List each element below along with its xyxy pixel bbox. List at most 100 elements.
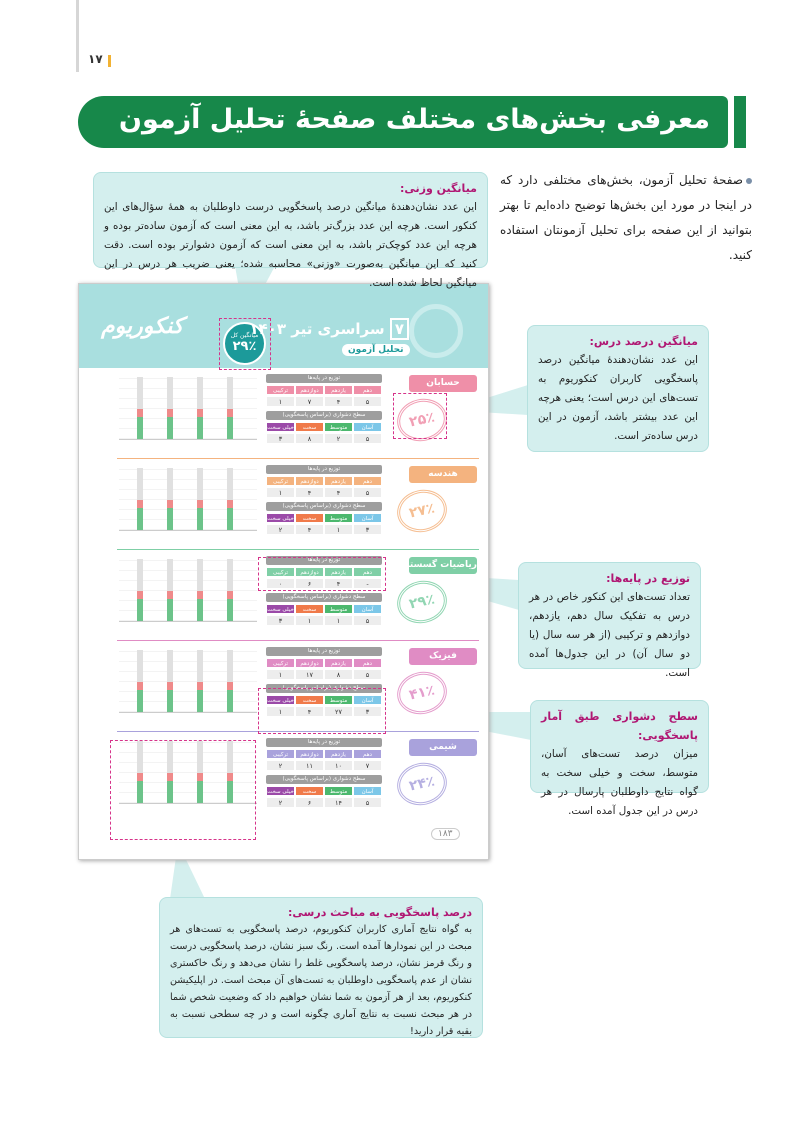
table-header-cell: دهم <box>353 476 382 486</box>
table-values: ۵۴۴۱ <box>266 487 382 498</box>
highlight <box>393 393 447 439</box>
margin-line <box>76 0 79 72</box>
table-header-cell: سخت <box>295 513 324 523</box>
highlight: میانگین کل ۲۹٪ <box>219 318 271 370</box>
table-header-cell: یازدهم <box>324 385 353 395</box>
table-header-cell: دهم <box>353 567 382 577</box>
table-values: ۵۸۱۷۱ <box>266 669 382 680</box>
table-header-cell: دهم <box>353 385 382 395</box>
table-header-cell: یازدهم <box>324 658 353 668</box>
table-header: دهمیازدهمدوازدهمترکیبی <box>266 385 382 395</box>
topic-chart-wrong <box>119 591 257 599</box>
overall-value: ۲۹٪ <box>232 339 257 354</box>
table-title: توزیع در پایه‌ها <box>266 556 382 565</box>
subject-name: حسابان <box>409 375 477 392</box>
callout: میانگین درصد درس: این عدد نشان‌دهندهٔ میا… <box>527 325 709 452</box>
table-header: آسانمتوسطسختخیلی سخت <box>266 513 382 523</box>
page-number-bar <box>108 55 111 67</box>
table-header-cell: خیلی سخت <box>266 604 295 614</box>
callout-title: درصد پاسخگویی به مباحث درسی: <box>288 906 472 919</box>
header-title: معرفی بخش‌های مختلف صفحهٔ تحلیل آزمون <box>118 104 710 135</box>
topic-chart-correct <box>119 599 257 621</box>
subject-name: ریاضیات گسسته <box>404 557 477 574</box>
table-value: ۵ <box>353 396 382 407</box>
callout: سطح دشواری طبق آمار پاسخگویی: میزان درصد … <box>530 700 709 817</box>
magnifier <box>409 304 463 358</box>
table-value: ۳ <box>266 433 295 444</box>
table-values: ۵۴۷۱ <box>266 396 382 407</box>
exam-subtitle: تحلیل آزمون <box>342 344 410 356</box>
table-header-cell: آسان <box>353 786 382 796</box>
subject-percent: ۲۹٪ <box>393 576 451 628</box>
callout-body: این عدد نشان‌دهندهٔ میانگین درصد پاسخگوی… <box>104 201 477 289</box>
table-value: ۱۴ <box>324 797 353 808</box>
table-value: ۸ <box>295 433 324 444</box>
callout-body: این عدد نشان‌دهندهٔ میانگین درصد پاسخگوی… <box>538 354 698 442</box>
table-values: ۳۲۷۴۱ <box>266 706 382 717</box>
table-header-cell: متوسط <box>324 604 353 614</box>
table-value: ۸ <box>324 669 353 680</box>
page-number: ۱۷ <box>88 52 103 66</box>
table-header-cell: خیلی سخت <box>266 513 295 523</box>
table-title: توزیع در پایه‌ها <box>266 465 382 474</box>
table-value: ۱۰ <box>324 760 353 771</box>
table-header-cell: آسان <box>353 422 382 432</box>
table-value: ۵ <box>353 433 382 444</box>
overall-label: میانگین کل <box>230 332 259 339</box>
table-value: ۷ <box>353 760 382 771</box>
subject-percent: ۲۷٪ <box>393 485 451 537</box>
table-value: ۱ <box>266 706 295 717</box>
row-divider <box>117 640 479 641</box>
callout: میانگین وزنی: این عدد نشان‌دهندهٔ میانگین… <box>93 172 488 289</box>
table-value: ۴ <box>324 396 353 407</box>
table-value: ۰ <box>266 578 295 589</box>
preview-page-number: ۱۸۳ <box>431 828 460 840</box>
table-header-cell: متوسط <box>324 695 353 705</box>
table-value: - <box>353 578 382 589</box>
table-header: آسانمتوسطسختخیلی سخت <box>266 604 382 614</box>
table-header-cell: دوازدهم <box>295 476 324 486</box>
row-divider <box>117 458 479 459</box>
callout: درصد پاسخگویی به مباحث درسی: به گواه نتای… <box>159 897 483 1038</box>
subject-name: شیمی <box>409 739 477 756</box>
highlight <box>258 688 386 734</box>
exam-title: سراسری تیر ۱۴۰۳ <box>249 320 385 338</box>
table-header-cell: دوازدهم <box>295 749 324 759</box>
table-value: ۶ <box>295 578 324 589</box>
table-header: آسانمتوسطسختخیلی سخت <box>266 786 382 796</box>
table-header-cell: متوسط <box>324 513 353 523</box>
table-value: ۱ <box>324 524 353 535</box>
subject-percent: ۴۱٪ <box>393 667 451 719</box>
header-banner: معرفی بخش‌های مختلف صفحهٔ تحلیل آزمون <box>78 96 728 148</box>
table-values: ۳۱۴۲ <box>266 524 382 535</box>
table-value: ۲۷ <box>324 706 353 717</box>
preview-header: کنکوریوم میانگین کل ۲۹٪ ۷ سراسری تیر ۱۴۰… <box>79 284 488 370</box>
table-value: ۳ <box>353 524 382 535</box>
callout-body: میزان درصد تست‌های آسان، متوسط، سخت و خی… <box>541 748 698 817</box>
table-value: ۳ <box>266 615 295 626</box>
table-value: ۳ <box>353 706 382 717</box>
table-header-cell: ترکیبی <box>266 476 295 486</box>
highlight <box>258 557 386 591</box>
table-header-cell: ترکیبی <box>266 658 295 668</box>
intro: صفحهٔ تحلیل آزمون، بخش‌های مختلفی دارد ک… <box>500 173 752 262</box>
table-header-cell: سخت <box>295 604 324 614</box>
table-value: ۴ <box>324 578 353 589</box>
table-value: ۴ <box>324 487 353 498</box>
exam-number: ۷ <box>389 318 409 340</box>
table-header-cell: یازدهم <box>324 749 353 759</box>
table-header-cell: ترکیبی <box>266 385 295 395</box>
table-title: سطح دشواری (براساس پاسخگویی) <box>266 502 382 511</box>
table-header-cell: خیلی سخت <box>266 695 295 705</box>
table-value: ۱ <box>266 669 295 680</box>
table-title: توزیع در پایه‌ها <box>266 374 382 383</box>
table-value: ۴ <box>295 524 324 535</box>
table-values: ۵۱۴۶۲ <box>266 797 382 808</box>
callout: توزیع در پایه‌ها: تعداد تست‌های این کنکور… <box>518 562 701 679</box>
table-value: ۲ <box>266 760 295 771</box>
table-header-cell: دهم <box>353 658 382 668</box>
table-values: ۵۱۱۳ <box>266 615 382 626</box>
table-value: ۲ <box>266 524 295 535</box>
row-divider <box>117 549 479 550</box>
